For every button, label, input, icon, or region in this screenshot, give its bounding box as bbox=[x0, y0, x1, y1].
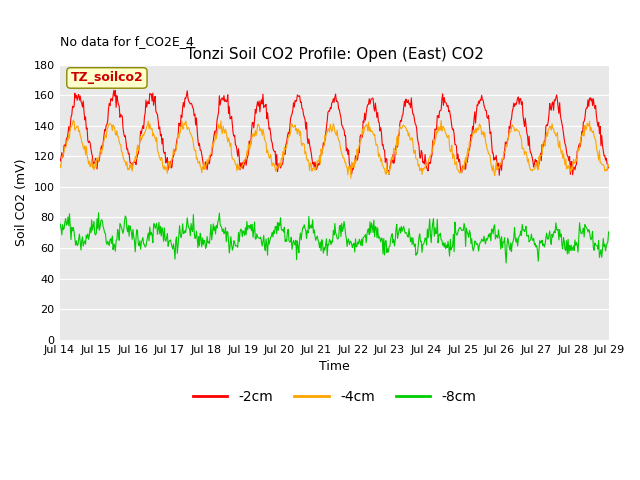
-4cm bbox=[403, 128, 411, 133]
-4cm bbox=[605, 162, 613, 168]
-4cm bbox=[70, 117, 77, 123]
-4cm bbox=[208, 146, 216, 152]
-2cm bbox=[179, 104, 186, 110]
-4cm bbox=[419, 166, 427, 171]
-4cm bbox=[123, 159, 131, 165]
Text: No data for f_CO2E_4: No data for f_CO2E_4 bbox=[60, 35, 193, 48]
-2cm bbox=[418, 150, 426, 156]
-8cm bbox=[66, 211, 74, 217]
-8cm bbox=[95, 210, 102, 216]
-4cm bbox=[347, 175, 355, 181]
-8cm bbox=[605, 231, 613, 237]
-8cm bbox=[402, 229, 410, 235]
-2cm bbox=[208, 153, 216, 158]
Y-axis label: Soil CO2 (mV): Soil CO2 (mV) bbox=[15, 158, 28, 246]
Legend: -2cm, -4cm, -8cm: -2cm, -4cm, -8cm bbox=[187, 384, 482, 410]
Line: -2cm: -2cm bbox=[60, 90, 609, 175]
-4cm bbox=[56, 160, 63, 166]
-8cm bbox=[502, 260, 510, 266]
Line: -4cm: -4cm bbox=[60, 120, 609, 178]
-4cm bbox=[179, 126, 186, 132]
-2cm bbox=[402, 96, 410, 102]
-8cm bbox=[418, 250, 426, 255]
Title: Tonzi Soil CO2 Profile: Open (East) CO2: Tonzi Soil CO2 Profile: Open (East) CO2 bbox=[186, 47, 483, 62]
-8cm bbox=[208, 237, 216, 243]
-2cm bbox=[495, 172, 503, 178]
-8cm bbox=[56, 225, 63, 231]
-2cm bbox=[110, 87, 118, 93]
-8cm bbox=[179, 221, 186, 227]
X-axis label: Time: Time bbox=[319, 360, 350, 373]
-2cm bbox=[123, 146, 131, 152]
-8cm bbox=[123, 226, 131, 231]
-2cm bbox=[56, 156, 63, 162]
Line: -8cm: -8cm bbox=[60, 213, 609, 263]
Text: TZ_soilco2: TZ_soilco2 bbox=[70, 72, 143, 84]
-4cm bbox=[66, 135, 74, 141]
-2cm bbox=[66, 128, 74, 133]
-2cm bbox=[605, 164, 613, 170]
